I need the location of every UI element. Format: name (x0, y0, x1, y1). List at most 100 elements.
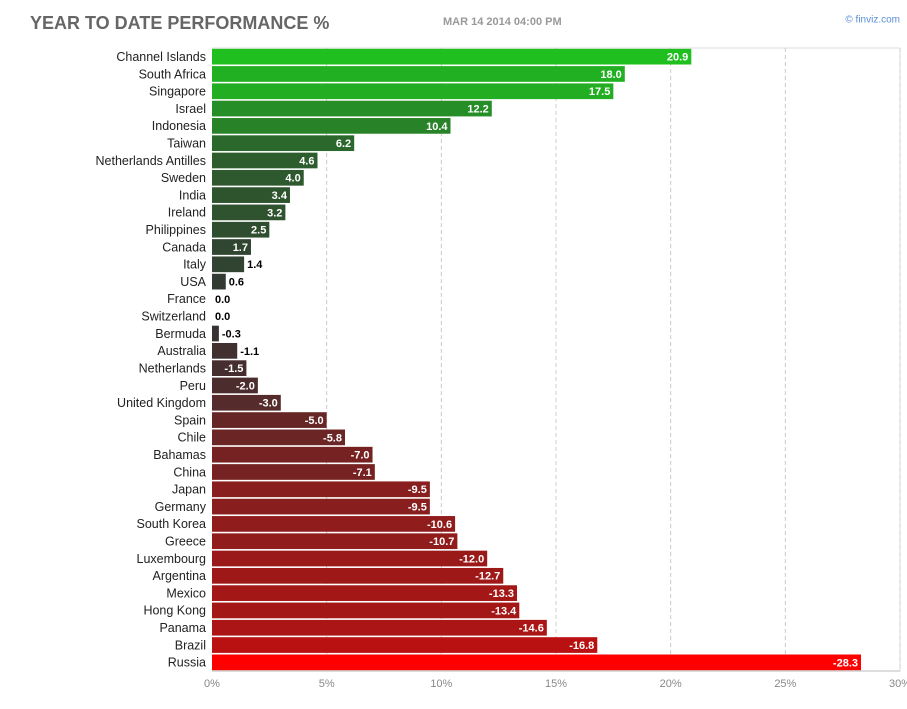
value-label: -1.1 (240, 346, 259, 358)
bar (212, 567, 504, 584)
y-tick-label: Russia (168, 656, 206, 670)
y-tick-label: Brazil (175, 638, 206, 652)
bar (212, 602, 520, 619)
value-label: -1.5 (224, 363, 243, 375)
value-label: 17.5 (589, 86, 610, 98)
value-label: -13.4 (491, 605, 517, 617)
bar (212, 377, 258, 394)
y-tick-label: Australia (157, 344, 206, 358)
value-label: 12.2 (467, 103, 488, 115)
y-tick-label: Channel Islands (116, 50, 206, 64)
value-label: -9.5 (408, 502, 427, 514)
value-label: 10.4 (426, 121, 448, 133)
y-tick-label: Netherlands (139, 361, 206, 375)
value-label: -10.6 (427, 519, 452, 531)
bar (212, 550, 488, 567)
y-tick-label: Taiwan (167, 136, 206, 150)
value-label: -12.0 (459, 553, 484, 565)
bar (212, 187, 290, 203)
bar (212, 204, 286, 221)
y-tick-label: Bahamas (153, 448, 206, 462)
bar (212, 446, 373, 463)
value-label: -14.6 (519, 623, 544, 635)
value-label: 1.7 (233, 242, 248, 254)
value-label: -9.5 (408, 484, 427, 496)
bar (212, 48, 692, 65)
y-tick-label: Peru (180, 379, 206, 393)
y-tick-label: USA (180, 275, 206, 289)
bar (212, 394, 281, 411)
source[interactable]: © finviz.com (845, 15, 900, 26)
bar (212, 342, 238, 359)
y-tick-label: Ireland (168, 206, 206, 220)
x-tick-label: 5% (319, 678, 335, 690)
y-tick-label: India (179, 188, 206, 202)
value-label: 6.2 (336, 138, 351, 150)
bar (212, 221, 270, 238)
value-label: -3.0 (259, 398, 278, 410)
value-label: 0.6 (229, 277, 244, 289)
bar (212, 273, 226, 290)
y-tick-label: Singapore (149, 85, 206, 99)
x-tick-label: 25% (774, 678, 796, 690)
bar (212, 516, 456, 532)
value-label: 1.4 (247, 259, 263, 271)
chart-title: YEAR TO DATE PERFORMANCE % (30, 13, 329, 33)
y-tick-label: Chile (178, 431, 207, 445)
value-label: 20.9 (667, 52, 688, 64)
y-tick-label: Switzerland (141, 310, 206, 324)
value-label: -7.1 (353, 467, 372, 479)
value-label: 2.5 (251, 225, 266, 237)
y-tick-label: China (173, 465, 206, 479)
value-label: 4.6 (299, 155, 314, 167)
y-tick-label: United Kingdom (117, 396, 206, 410)
value-label: -13.3 (489, 588, 514, 600)
bar (212, 360, 247, 377)
value-label: -28.3 (833, 657, 858, 669)
bar (212, 498, 430, 515)
y-tick-label: Netherlands Antilles (96, 154, 206, 168)
y-tick-label: Japan (172, 483, 206, 497)
x-tick-label: 15% (545, 678, 567, 690)
x-tick-label: 10% (430, 678, 452, 690)
y-tick-label: Argentina (152, 569, 206, 583)
bar (212, 239, 251, 255)
value-label: -2.0 (236, 380, 255, 392)
bar (212, 135, 355, 152)
chart-subtitle: MAR 14 2014 04:00 PM (443, 16, 562, 28)
y-tick-label: Spain (174, 413, 206, 427)
y-tick-label: Luxembourg (137, 552, 207, 566)
y-tick-label: Israel (175, 102, 206, 116)
value-label: -7.0 (351, 450, 370, 462)
y-tick-label: Indonesia (152, 119, 206, 133)
bar (212, 118, 451, 134)
bar (212, 637, 598, 653)
bar (212, 654, 862, 671)
bar (212, 256, 245, 273)
value-label: -10.7 (429, 536, 454, 548)
bar (212, 66, 625, 82)
value-label: 0.0 (215, 311, 230, 323)
bar (212, 152, 318, 169)
value-label: -5.0 (305, 415, 324, 427)
y-tick-label: Germany (155, 500, 207, 514)
y-tick-label: Philippines (146, 223, 206, 237)
y-tick-label: Greece (165, 535, 206, 549)
value-label: -12.7 (475, 571, 500, 583)
y-tick-label: Bermuda (155, 327, 206, 341)
y-tick-label: Italy (183, 258, 207, 272)
bar (212, 585, 518, 601)
bar (212, 169, 304, 186)
value-label: -5.8 (323, 432, 342, 444)
x-tick-label: 0% (204, 678, 220, 690)
bar (212, 533, 458, 550)
value-label: 4.0 (285, 173, 300, 185)
value-label: 0.0 (215, 294, 230, 306)
value-label: 3.2 (267, 207, 282, 219)
y-tick-label: France (167, 292, 206, 306)
bar (212, 619, 547, 636)
bar (212, 481, 430, 498)
bar (212, 412, 327, 428)
value-label: -16.8 (569, 640, 594, 652)
